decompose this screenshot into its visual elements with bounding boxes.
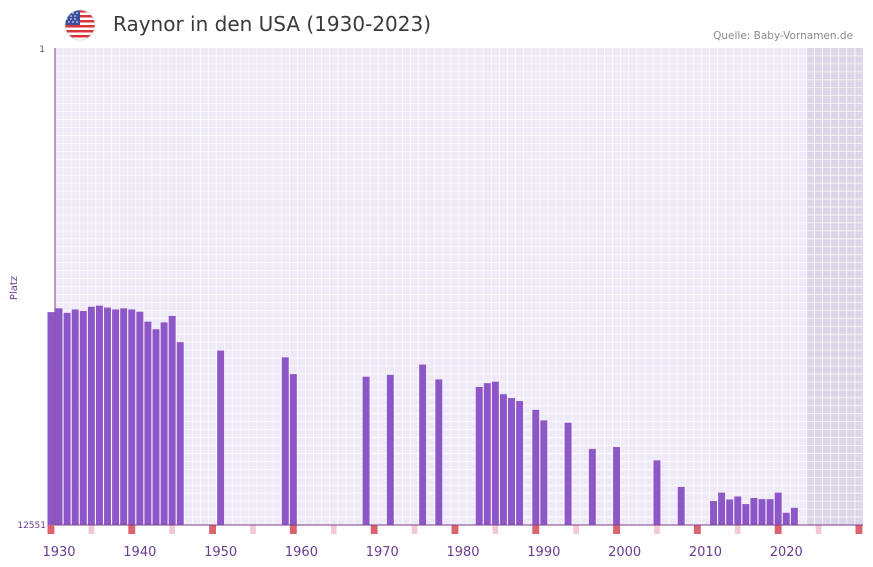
bar-1933 [79,310,87,525]
bar-2014 [734,496,742,525]
bar-2020 [782,512,790,525]
us-flag-icon [64,9,96,41]
bar-1930 [55,308,63,525]
bar-1932 [71,309,79,525]
bar-1987 [516,401,524,525]
x-tick-label-2010: 2010 [689,545,722,560]
bar-1977 [435,379,443,525]
decade-marker [613,525,620,534]
bar-2015 [742,504,750,525]
x-tick-label-1990: 1990 [527,545,560,560]
bar-1931 [63,312,71,525]
bar-1984 [491,381,499,525]
x-tick-label-1950: 1950 [204,545,237,560]
y-tick-label-bottom: 12551 [17,521,46,531]
bar-1943 [160,322,168,525]
x-tick-label-1980: 1980 [446,545,479,560]
bar-1982 [475,386,483,525]
bar-1996 [588,448,596,525]
bar-1935 [95,305,103,525]
bar-1990 [540,420,548,525]
decade-marker [209,525,216,534]
plot-grid [54,48,863,525]
decade-marker [693,525,701,534]
x-tick-label-2000: 2000 [608,545,641,560]
half-decade-marker [815,525,822,534]
half-decade-marker [492,525,499,534]
bar-2012 [718,492,726,525]
bar-1939 [128,309,136,525]
bar-1986 [508,398,515,525]
bar-2019 [774,492,782,525]
x-tick-label-1960: 1960 [285,545,318,560]
decade-marker [47,525,55,534]
decade-marker [774,525,782,534]
decade-marker [289,525,297,534]
x-tick-label-1970: 1970 [366,545,399,560]
bar-2017 [758,499,766,525]
bar-2013 [726,499,734,525]
bar-1968 [362,376,370,525]
bar-1942 [152,329,160,525]
half-decade-marker [330,525,337,534]
bar-1999 [613,447,621,525]
half-decade-marker [734,525,741,534]
chart-title: Raynor in den USA (1930-2023) [113,12,432,36]
bar-1944 [168,315,176,525]
half-decade-marker [250,525,256,534]
x-tick-label-2020: 2020 [770,545,803,560]
decade-markers [47,525,863,534]
bar-2021 [790,507,798,525]
bar-1941 [144,321,152,525]
half-decade-marker [654,525,660,534]
y-axis-label: Platz [9,276,20,300]
bar-1975 [419,364,427,525]
bar-2007 [677,486,685,525]
half-decade-marker [169,525,175,534]
decade-marker [532,525,540,534]
bar-1938 [120,308,128,525]
decade-marker [128,525,136,534]
bar-1934 [87,306,95,525]
half-decade-marker [573,525,579,534]
bar-1958 [281,357,289,525]
y-tick-label-top: 1 [39,45,45,55]
bar-1985 [499,394,507,525]
bar-1971 [386,374,394,525]
bar-1993 [564,422,572,525]
bar-1940 [136,311,144,525]
source-credit: Quelle: Baby-Vornamen.de [713,30,853,42]
decade-marker [451,525,459,534]
bar-1959 [289,374,297,525]
bar-1929 [47,312,55,525]
half-decade-marker [411,525,418,534]
x-tick-label-1930: 1930 [42,545,75,560]
bar-2004 [653,460,661,525]
bar-1937 [112,309,120,525]
bar-1989 [532,409,540,525]
bar-1945 [176,342,184,525]
bar-1950 [217,350,225,525]
bar-series [47,305,798,525]
bar-1936 [104,307,111,525]
bar-1983 [483,383,491,525]
bar-2011 [710,501,717,525]
half-decade-marker [88,525,95,534]
decade-marker [370,525,378,534]
axis-labels: 1930 1940 1950 1960 1970 1980 1990 2000 2010 2020… [9,45,803,560]
bar-2016 [750,497,758,525]
axes [54,48,863,526]
decade-marker [855,525,863,534]
bar-2018 [766,499,774,525]
x-tick-label-1940: 1940 [123,545,156,560]
